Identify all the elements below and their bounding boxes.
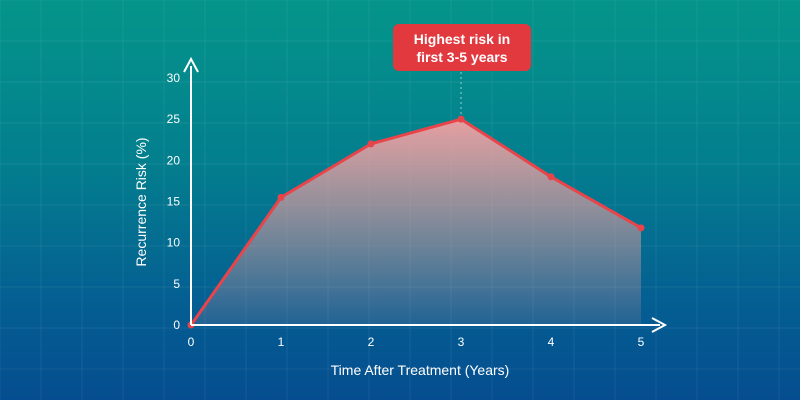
x-axis-title: Time After Treatment (Years) (331, 362, 510, 378)
risk-series-line (189, 117, 642, 326)
y-axis-arrow (183, 56, 199, 73)
peak-risk-callout: Highest risk in first 3-5 years (393, 24, 531, 71)
data-point-year-5 (637, 224, 645, 232)
data-point-year-4 (547, 173, 555, 181)
y-tick-label: 15 (167, 195, 181, 209)
data-point-year-1 (277, 193, 285, 201)
x-tick-label: 1 (278, 335, 285, 349)
risk-area-fill (191, 119, 641, 326)
y-tick-label: 25 (167, 112, 181, 126)
y-tick-label: 30 (167, 71, 181, 85)
y-tick-label: 5 (173, 277, 180, 291)
callout-line-2: first 3-5 years (416, 48, 508, 65)
y-tick-label: 10 (167, 236, 181, 250)
data-point-year-3 (457, 115, 465, 123)
x-tick-label: 4 (548, 335, 555, 349)
y-tick-label: 20 (167, 153, 181, 167)
x-tick-label: 3 (458, 335, 465, 349)
x-axis-arrow (651, 317, 668, 333)
data-point-year-2 (367, 140, 375, 148)
x-tick-label: 0 (188, 335, 195, 349)
y-tick-label: 0 (173, 318, 180, 332)
x-tick-label: 5 (638, 335, 645, 349)
callout-line-1: Highest risk in (413, 30, 511, 47)
y-axis-title: Recurrence Risk (%) (133, 137, 149, 266)
x-tick-label: 2 (368, 335, 375, 349)
